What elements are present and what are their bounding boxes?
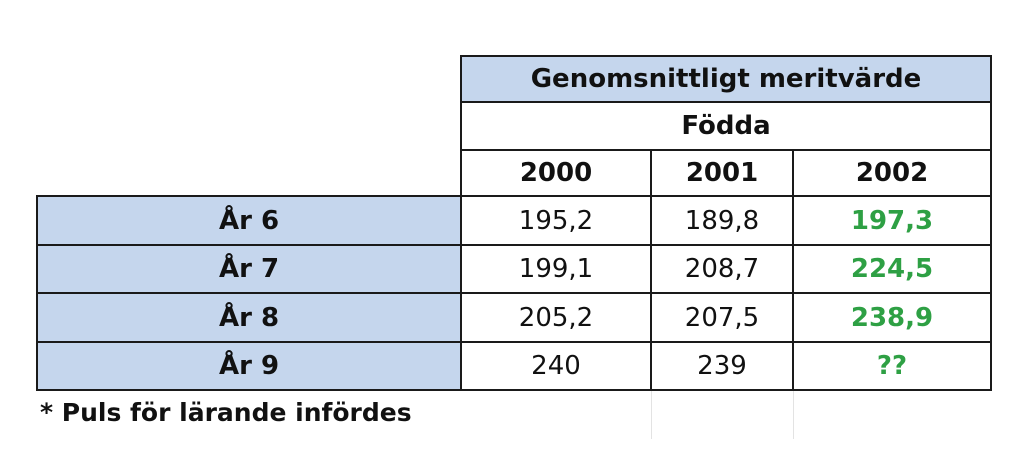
table-border <box>36 195 992 197</box>
column-header-2000: 2000 <box>519 158 593 188</box>
row-label-ar6: År 6 <box>37 196 461 245</box>
table-cell: 207,5 <box>684 302 760 333</box>
table-cell: 195,2 <box>518 205 594 236</box>
table-cell: 208,7 <box>684 254 760 284</box>
table-cell: 189,8 <box>684 205 760 236</box>
table-border <box>36 292 992 294</box>
column-header-2002: 2002 <box>855 158 929 188</box>
table-cell: 240 <box>531 351 581 381</box>
gridline <box>793 391 794 439</box>
row-label-ar9: År 9 <box>37 342 461 390</box>
table-cell-highlight: ?? <box>876 351 908 381</box>
table-cell: 205,2 <box>518 302 594 333</box>
table-border <box>460 55 992 57</box>
row-label-ar8: År 8 <box>37 293 461 342</box>
table-border <box>990 55 992 391</box>
table-border <box>36 389 992 391</box>
table-cell: 239 <box>697 351 747 381</box>
table-border <box>650 149 652 391</box>
footnote: * Puls för lärande infördes <box>40 398 412 427</box>
table-border <box>460 55 462 391</box>
row-label-ar7: År 7 <box>37 245 461 293</box>
table-subtitle: Födda <box>681 111 771 141</box>
table-title: Genomsnittligt meritvärde <box>461 56 991 102</box>
table-border <box>792 149 794 391</box>
table-border <box>36 195 38 391</box>
table-cell-highlight: 238,9 <box>850 302 934 333</box>
table-cell: 199,1 <box>518 254 594 284</box>
table-border <box>460 149 992 151</box>
table-border <box>36 244 992 246</box>
table-cell-highlight: 197,3 <box>850 205 934 236</box>
table-border <box>36 341 992 343</box>
table-border <box>460 101 992 103</box>
table-cell-highlight: 224,5 <box>850 254 934 284</box>
gridline <box>651 391 652 439</box>
column-header-2001: 2001 <box>685 158 759 188</box>
